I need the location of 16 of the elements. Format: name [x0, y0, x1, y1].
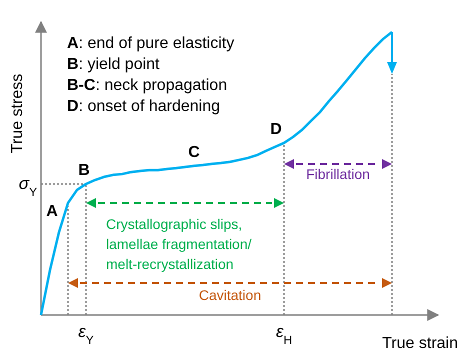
annotation: Fibrillation	[306, 166, 370, 182]
annotation: A	[46, 202, 58, 220]
annotation: Cavitation	[198, 287, 262, 303]
ref-line-label: σ$_{Y}$	[18, 174, 38, 199]
annotation: Crystallographic slips, lamellae fragmentation/ melt-recrystallization	[106, 216, 252, 272]
annotation: B-C: neck propagation	[67, 77, 228, 94]
annotation: B: yield point	[67, 56, 160, 73]
y-axis-title: True stress	[9, 74, 26, 154]
x-tick-label: ε$_{H}$	[276, 322, 292, 347]
annotation: D	[270, 120, 282, 138]
x-axis-title: True strain	[382, 335, 458, 352]
annotation: A: end of pure elasticity	[67, 35, 234, 52]
annotation: C	[188, 144, 200, 161]
x-tick-label: ε$_{Y}$	[78, 322, 94, 347]
annotation: D: onset of hardening	[67, 98, 220, 115]
annotation: B	[78, 162, 90, 179]
